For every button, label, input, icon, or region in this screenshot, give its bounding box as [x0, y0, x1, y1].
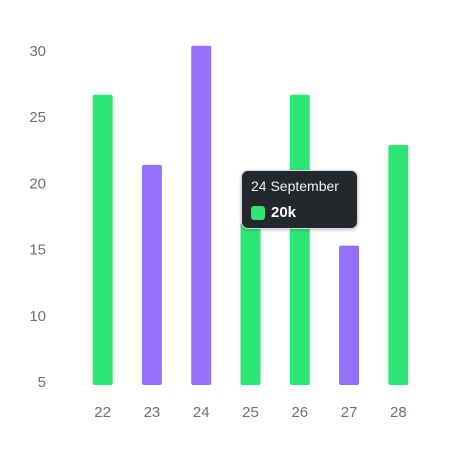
y-tick-label: 20	[29, 175, 46, 192]
y-tick-label: 15	[29, 242, 46, 259]
bar-28[interactable]	[388, 145, 409, 385]
bar-24[interactable]	[191, 45, 212, 385]
bar-26[interactable]	[289, 94, 310, 385]
tooltip-value: 20k	[271, 204, 297, 221]
y-tick-label: 5	[38, 374, 46, 391]
y-axis: 5 10 15 20 25 30	[29, 43, 46, 391]
tooltip-row: 20k	[251, 204, 296, 221]
bar-25[interactable]	[240, 223, 261, 385]
x-tick-label: 22	[94, 404, 111, 421]
x-tick-label: 25	[242, 404, 259, 421]
tooltip-title: 24 September	[251, 178, 339, 194]
x-tick-label: 26	[291, 404, 308, 421]
y-tick-label: 10	[29, 308, 46, 325]
y-tick-label: 30	[29, 43, 46, 60]
chart-tooltip: 24 September 20k	[241, 170, 358, 229]
x-axis: 22 23 24 25 26 27 28	[94, 404, 406, 421]
bar-27[interactable]	[339, 245, 360, 385]
y-tick-label: 25	[29, 109, 46, 126]
bars	[92, 45, 409, 385]
bar-22[interactable]	[92, 94, 113, 385]
x-tick-label: 24	[193, 404, 210, 421]
x-tick-label: 27	[341, 404, 358, 421]
tooltip-swatch	[251, 205, 265, 220]
bar-23[interactable]	[141, 164, 162, 385]
x-tick-label: 23	[144, 404, 161, 421]
x-tick-label: 28	[390, 404, 407, 421]
